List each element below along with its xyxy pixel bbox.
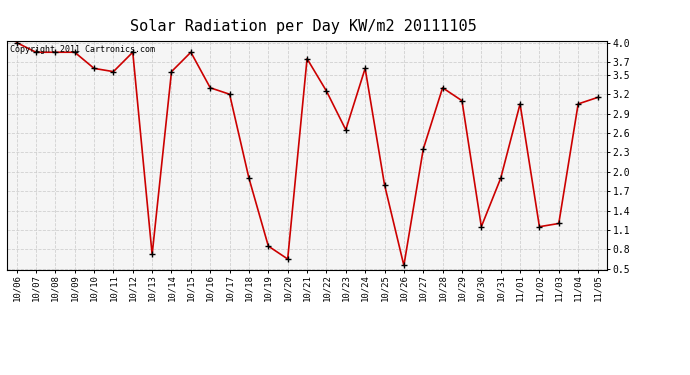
Text: Copyright 2011 Cartronics.com: Copyright 2011 Cartronics.com: [10, 45, 155, 54]
Text: Solar Radiation per Day KW/m2 20111105: Solar Radiation per Day KW/m2 20111105: [130, 19, 477, 34]
